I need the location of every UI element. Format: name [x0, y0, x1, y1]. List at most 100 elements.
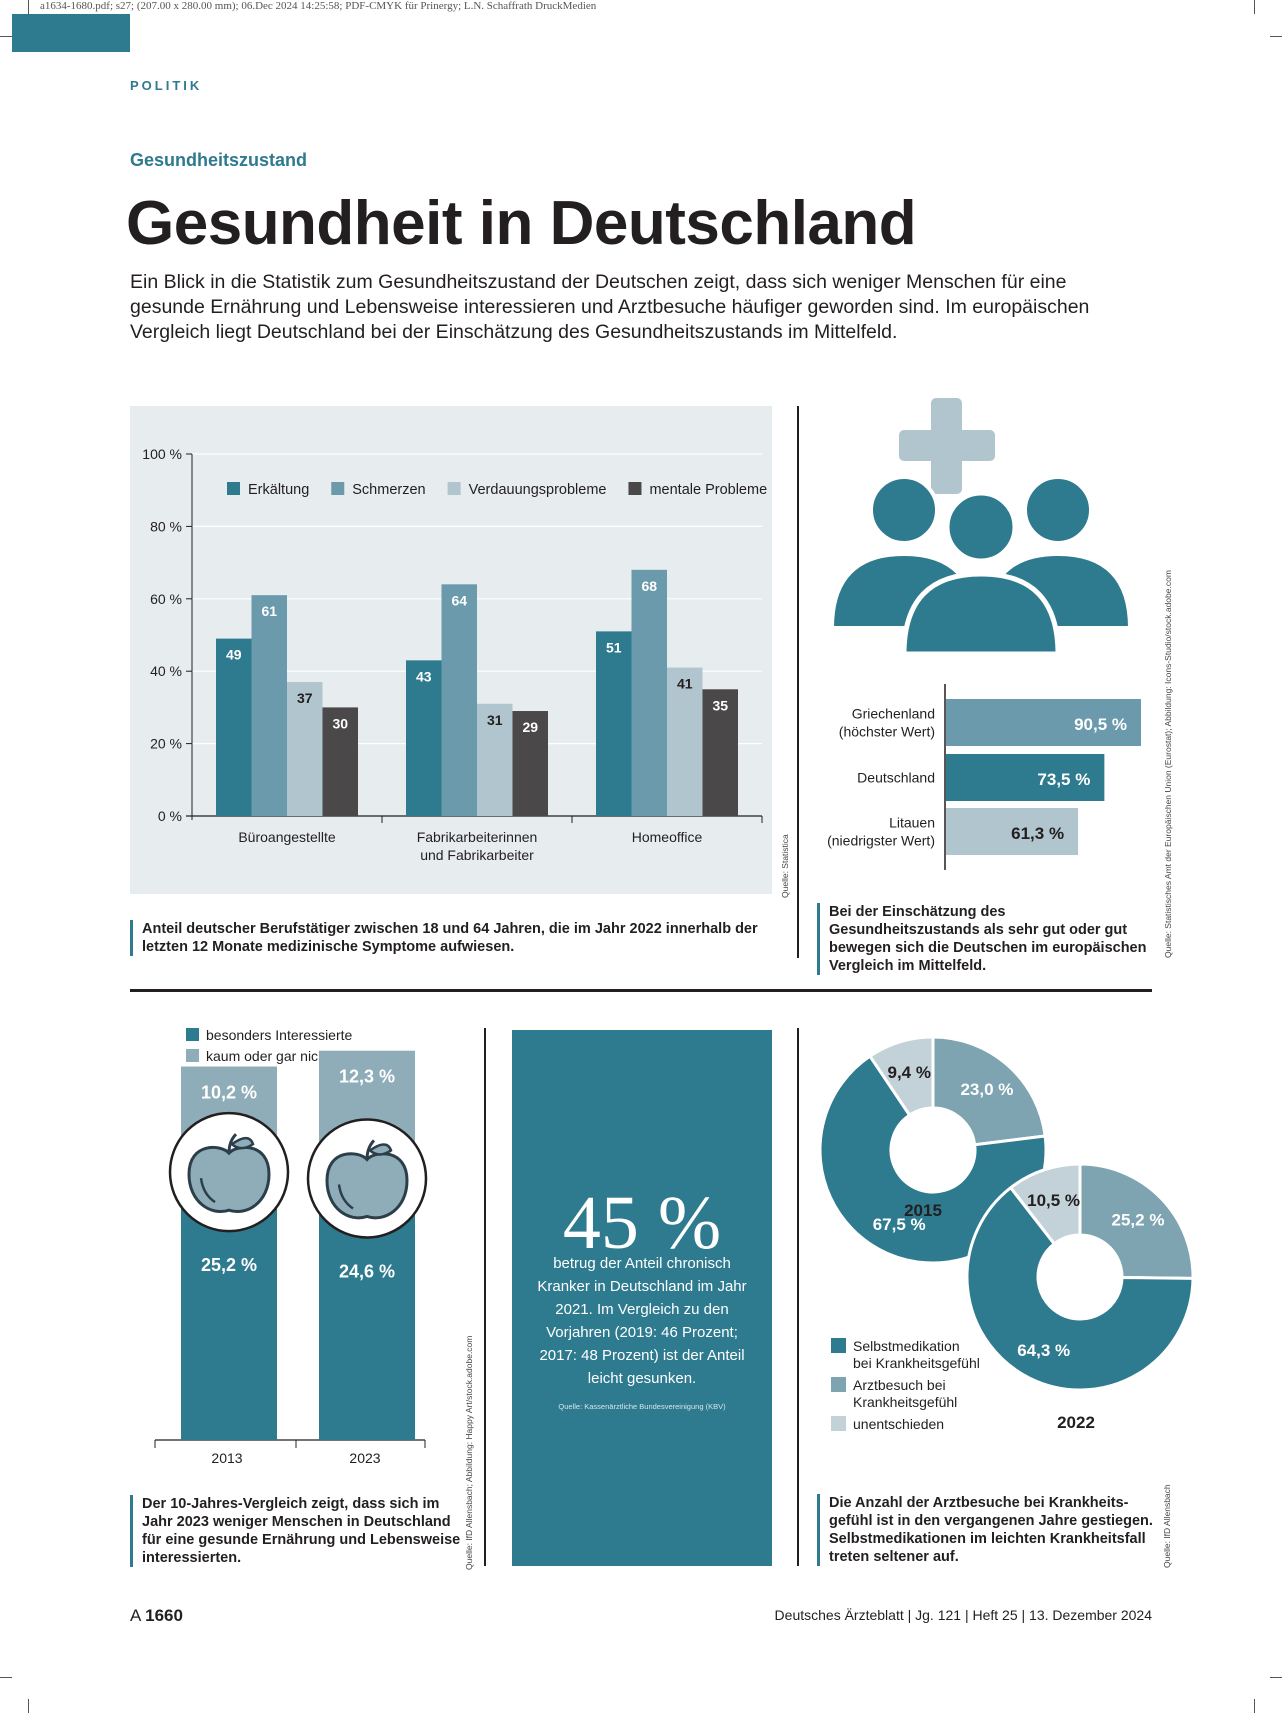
crop-mark	[0, 36, 12, 37]
y-tick-label: 80 %	[150, 518, 182, 534]
chart1-caption: Anteil deutscher Berufstätiger zwischen …	[130, 920, 762, 956]
legend-label: besonders Interessierte	[206, 1027, 353, 1043]
cross-icon	[899, 430, 995, 461]
donut-slice	[1078, 1162, 1195, 1280]
crop-mark	[1270, 1677, 1282, 1678]
donut-slice	[867, 1035, 935, 1118]
column-divider	[484, 1028, 486, 1566]
category-label: und Fabrikarbeiter	[420, 847, 534, 863]
legend-label: Verdauungsprobleme	[469, 482, 607, 498]
section-divider	[130, 989, 1152, 992]
highlight-source: Quelle: Kassenärztliche Bundesvereinigun…	[558, 1402, 726, 1411]
publication-info: Deutsches Ärzteblatt | Jg. 121 | Heft 25…	[774, 1607, 1152, 1623]
bar	[322, 707, 358, 816]
chart4-source: Quelle: IfD Allensbach	[1162, 1484, 1172, 1568]
y-tick-label: 100 %	[142, 446, 182, 462]
category-label: Deutschland	[857, 770, 935, 786]
data-label: 23,0 %	[960, 1080, 1013, 1099]
bar	[477, 703, 513, 816]
data-label: 41	[677, 676, 693, 692]
legend-swatch	[628, 482, 642, 495]
apple-icon-highlight	[199, 1177, 216, 1204]
bar	[946, 808, 1079, 855]
bar	[251, 595, 287, 816]
data-label: 35	[712, 697, 728, 713]
bar	[216, 638, 252, 816]
crop-mark	[28, 1699, 29, 1713]
legend-label: Krankheitsgefühl	[853, 1394, 957, 1410]
legend-label: unentschieden	[853, 1416, 944, 1432]
y-tick-label: 60 %	[150, 591, 182, 607]
y-tick-label: 20 %	[150, 736, 182, 752]
donut-slice	[965, 1185, 1195, 1392]
bar	[667, 667, 703, 816]
data-label: 51	[606, 639, 622, 655]
eu-comparison-chart: 90,5 % Griechenland (höchster Wert) 73,5 % D…	[827, 398, 1141, 870]
page-number-value: 1660	[145, 1606, 183, 1625]
apple-icon-highlight	[337, 1184, 354, 1210]
symptoms-bar-chart: 0 % 20 % 40 % 60 % 80 % 100 % 49 61 37 30 Büroange…	[142, 446, 767, 863]
chart2-caption: Bei der Einschätzung des Gesundheitszust…	[817, 903, 1159, 975]
data-label: 10,2 %	[201, 1083, 257, 1103]
category-label: 2023	[349, 1450, 380, 1466]
bar	[631, 569, 667, 816]
data-label: 9,4 %	[888, 1063, 931, 1082]
legend-swatch	[831, 1416, 846, 1431]
bar	[441, 584, 477, 816]
category-label: (niedrigster Wert)	[827, 833, 935, 849]
data-label: 49	[226, 647, 242, 663]
donut-slice	[931, 1035, 1047, 1147]
article-kicker: Gesundheitszustand	[130, 150, 308, 170]
bar	[406, 660, 442, 816]
highlight-text: betrug der Anteil chronisch Kran­ker in …	[537, 1255, 747, 1387]
legend-swatch	[186, 1049, 199, 1062]
article-title: Gesundheit in Deutschland	[126, 189, 917, 258]
section-rubric: POLITIK	[130, 78, 203, 93]
data-label: 64,3 %	[1017, 1341, 1070, 1360]
apple-icon-stem	[365, 1139, 376, 1160]
crop-mark	[1254, 1699, 1255, 1713]
data-label: 73,5 %	[1037, 770, 1090, 789]
article-lead: Ein Blick in die Statistik zum Gesundhei…	[130, 271, 1090, 343]
apple-icon-leaf	[367, 1143, 393, 1156]
category-label: Homeoffice	[632, 829, 703, 845]
doctor-visits-donut-charts: 23,0 % 67,5 % 9,4 % 2015 25,2 % 64,3 % 10,5 % 2…	[818, 1035, 1195, 1432]
data-label: 64	[451, 592, 467, 608]
print-meta: a1634-1680.pdf; s27; (207.00 x 280.00 mm…	[40, 0, 597, 12]
legend-label: Schmerzen	[352, 482, 425, 498]
donut-year-label: 2022	[1057, 1413, 1095, 1432]
legend-label: bei Krankheitsgefühl	[853, 1355, 980, 1371]
column-divider	[797, 406, 799, 958]
apple-icon-stem	[227, 1133, 238, 1154]
legend-label: mentale Probleme	[649, 482, 767, 498]
legend-label: Arztbesuch bei	[853, 1377, 946, 1393]
data-label: 25,2 %	[1112, 1211, 1165, 1230]
data-label: 31	[487, 712, 503, 728]
data-label: 37	[297, 690, 313, 706]
crop-mark	[0, 1677, 12, 1678]
chart3-caption: Der 10-Jahres-Vergleich zeigt, dass sich…	[130, 1495, 472, 1567]
apple-icon-leaf	[229, 1136, 255, 1150]
bar	[946, 699, 1141, 746]
column-divider	[797, 1028, 799, 1566]
legend-label: Erkältung	[248, 482, 309, 498]
person-icon-head	[944, 490, 1018, 564]
legend-swatch	[831, 1338, 846, 1353]
data-label: 24,6 %	[339, 1261, 395, 1281]
data-label: 29	[522, 719, 538, 735]
data-label: 68	[641, 578, 657, 594]
page-prefix: A	[130, 1606, 141, 1625]
category-label: 2013	[211, 1450, 242, 1466]
data-label: 61,3 %	[1011, 824, 1064, 843]
legend-swatch	[227, 482, 240, 495]
bar	[946, 754, 1105, 801]
person-icon-head	[1023, 475, 1093, 545]
section-tab	[12, 14, 130, 52]
crop-mark	[28, 0, 29, 14]
page-number: A 1660	[130, 1606, 183, 1626]
chart2-source: Quelle: Statistisches Amt der Europäisch…	[1163, 570, 1173, 958]
data-label: 12,3 %	[339, 1067, 395, 1087]
chronic-illness-highlight: 45 % betrug der Anteil chronisch Kran­ke…	[512, 1030, 772, 1566]
donut-year-label: 2015	[904, 1201, 942, 1220]
